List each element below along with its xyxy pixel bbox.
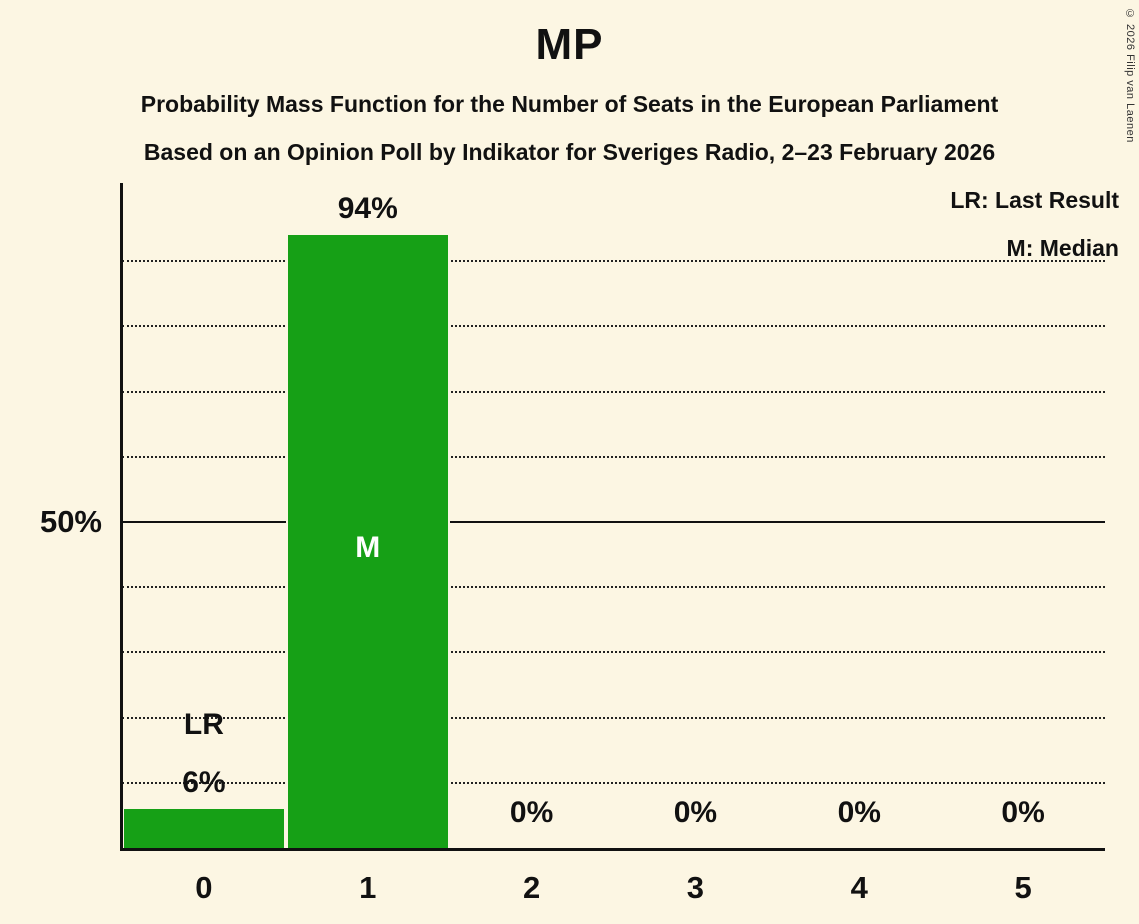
- x-tick-label-4: 4: [850, 870, 868, 905]
- gridline-dotted-40: [122, 586, 1105, 589]
- y-axis-line: [120, 183, 123, 848]
- gridline-solid-50: [122, 521, 1105, 523]
- legend-median: M: Median: [1006, 235, 1119, 261]
- gridline-dotted-70: [122, 390, 1105, 393]
- x-tick-label-2: 2: [522, 870, 541, 905]
- gridline-dotted-30: [122, 651, 1105, 654]
- chart-subtitle-line2: Based on an Opinion Poll by Indikator fo…: [143, 139, 996, 165]
- x-tick-label-0: 0: [195, 870, 213, 905]
- y-axis-50-percent-label: 50%: [39, 504, 102, 539]
- x-tick-label-3: 3: [686, 870, 705, 905]
- x-tick-label-5: 5: [1014, 870, 1032, 905]
- chart-subtitle-line1: Probability Mass Function for the Number…: [140, 91, 999, 117]
- bar-value-label-5: 0%: [1001, 796, 1045, 829]
- x-tick-label-1: 1: [359, 870, 377, 905]
- gridline-dotted-10: [122, 781, 1105, 784]
- bar-seats-0: [122, 808, 286, 848]
- median-marker-label: M: [355, 531, 381, 564]
- x-axis-line: [120, 848, 1105, 851]
- last-result-marker-label: LR: [183, 707, 224, 741]
- chart-title: MP: [535, 20, 604, 69]
- gridline-dotted-60: [122, 455, 1105, 458]
- bar-value-label-2: 0%: [509, 796, 554, 829]
- legend-last-result: LR: Last Result: [950, 187, 1119, 213]
- copyright-text: © 2026 Filip van Laenen: [1124, 8, 1136, 143]
- bar-seats-1: [285, 235, 450, 848]
- gridline-dotted-80: [122, 325, 1105, 328]
- gridline-dotted-20: [122, 716, 1105, 719]
- bar-value-label-0: 6%: [182, 765, 226, 799]
- bar-value-label-4: 0%: [837, 796, 881, 829]
- bar-value-label-3: 0%: [673, 796, 718, 829]
- gridline-dotted-90: [122, 260, 1105, 263]
- bar-value-label-1: 94%: [337, 192, 398, 226]
